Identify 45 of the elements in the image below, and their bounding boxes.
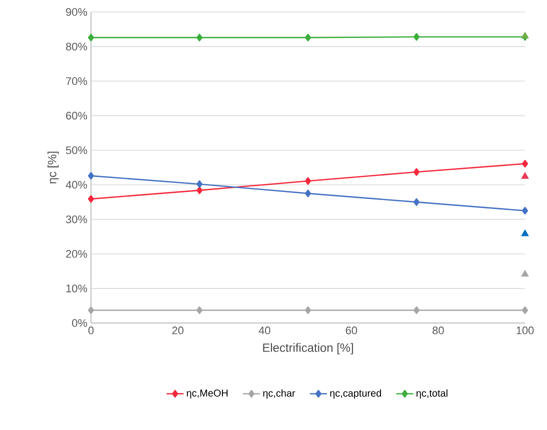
point xyxy=(413,168,420,176)
y-tick-label: 60% xyxy=(66,112,88,120)
point xyxy=(521,270,529,277)
point xyxy=(413,33,420,41)
x-tick-label: 20 xyxy=(172,326,184,334)
x-axis-title: Electrification [%] xyxy=(263,343,353,354)
point xyxy=(521,229,529,236)
y-tick-label: 0% xyxy=(72,319,88,327)
point xyxy=(88,34,94,42)
point xyxy=(196,186,203,194)
x-tick-label: 60 xyxy=(346,326,358,334)
point xyxy=(522,160,528,168)
y-tick-label: 50% xyxy=(66,146,88,154)
legend-label: ηc,captured xyxy=(330,389,381,399)
point xyxy=(522,306,528,314)
point xyxy=(304,190,312,198)
point xyxy=(413,306,420,314)
point xyxy=(88,172,94,180)
y-axis-title: ηc [%] xyxy=(48,152,59,184)
point xyxy=(196,180,203,188)
point xyxy=(196,34,203,42)
y-tick-label: 90% xyxy=(66,8,88,16)
point xyxy=(88,306,94,314)
legend-label: ηc,MeOH xyxy=(186,390,228,399)
point xyxy=(304,34,312,42)
point xyxy=(304,306,312,314)
x-tick-label: 80 xyxy=(432,326,444,334)
point xyxy=(413,198,420,206)
y-tick-label: 30% xyxy=(66,215,88,224)
y-tick-label: 80% xyxy=(66,42,88,50)
x-tick-label: 100 xyxy=(516,326,534,334)
point xyxy=(304,177,312,185)
y-tick-label: 70% xyxy=(66,77,88,85)
legend-label: ηc,char xyxy=(263,389,296,399)
point xyxy=(88,195,94,203)
x-tick-label: 0 xyxy=(88,326,94,334)
point xyxy=(522,206,528,215)
x-tick-label: 40 xyxy=(258,326,270,334)
legend-label: ηc,total xyxy=(416,389,448,399)
y-tick-label: 40% xyxy=(66,180,88,189)
point xyxy=(521,172,529,179)
point xyxy=(521,32,529,38)
y-tick-label: 20% xyxy=(66,250,88,258)
y-tick-label: 10% xyxy=(66,284,88,292)
point xyxy=(196,306,203,314)
